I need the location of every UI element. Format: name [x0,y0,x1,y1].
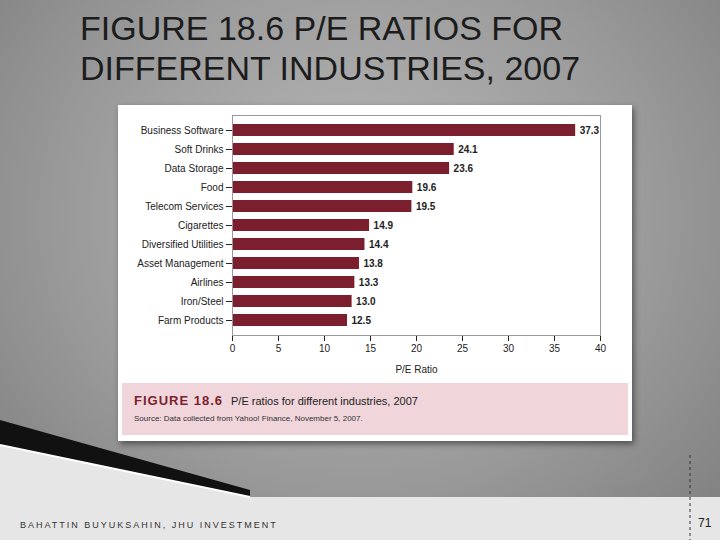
svg-text:Cigarettes: Cigarettes [178,220,224,231]
svg-text:Iron/Steel: Iron/Steel [181,296,224,307]
svg-text:35: 35 [549,343,561,354]
svg-text:Food: Food [201,182,224,193]
svg-text:13.3: 13.3 [359,277,379,288]
html-text:Source: Data collected from Ya: Source: Data collected from Yahoo! Finan… [134,414,363,423]
svg-text:13.0: 13.0 [356,296,376,307]
svg-text:12.5: 12.5 [352,315,372,326]
svg-text:15: 15 [365,343,377,354]
svg-text:14.9: 14.9 [374,220,394,231]
html-text:P/E ratios for different indus: P/E ratios for different industries, 200… [231,395,418,407]
html-text:71: 71 [698,516,712,530]
svg-text:40: 40 [595,343,607,354]
svg-text:30: 30 [503,343,515,354]
html-text:FIGURE 18.6: FIGURE 18.6 [134,393,223,408]
svg-text:37.3: 37.3 [580,125,600,136]
svg-text:Telecom Services: Telecom Services [145,201,223,212]
svg-text:Business Software: Business Software [141,125,224,136]
svg-text:24.1: 24.1 [458,144,478,155]
svg-text:0: 0 [230,343,236,354]
svg-text:5: 5 [276,343,282,354]
html-text:BAHATTIN BUYUKSAHIN, JHU INVES: BAHATTIN BUYUKSAHIN, JHU INVESTMENT [20,520,278,530]
svg-text:Soft Drinks: Soft Drinks [175,144,224,155]
svg-text:19.5: 19.5 [416,201,436,212]
svg-text:19.6: 19.6 [417,182,437,193]
svg-text:Farm Products: Farm Products [158,315,224,326]
svg-text:20: 20 [411,343,423,354]
svg-text:25: 25 [457,343,469,354]
svg-text:Airlines: Airlines [191,277,224,288]
svg-text:Data Storage: Data Storage [165,163,224,174]
svg-text:23.6: 23.6 [454,163,474,174]
html-text:FIGURE 18.6 P/E RATIOS FOR DIF: FIGURE 18.6 P/E RATIOS FOR DIFFERENT IND… [80,9,580,87]
svg-text:13.8: 13.8 [363,258,383,269]
svg-text:P/E Ratio: P/E Ratio [395,364,438,375]
svg-text:Asset Management: Asset Management [137,258,223,269]
svg-text:Diversified Utilities: Diversified Utilities [142,239,224,250]
svg-text:10: 10 [319,343,331,354]
svg-text:14.4: 14.4 [369,239,389,250]
